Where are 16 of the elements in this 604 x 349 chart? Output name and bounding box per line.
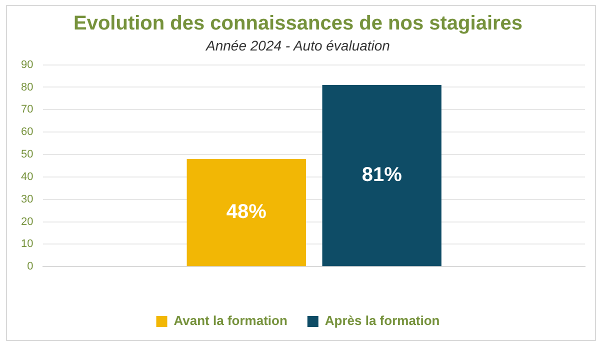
legend-label: Après la formation xyxy=(324,313,440,328)
chart-subtitle: Année 2024 - Auto évaluation xyxy=(205,37,390,54)
y-tick-label: 0 xyxy=(27,260,34,273)
y-tick-label: 10 xyxy=(20,238,34,250)
y-tick-label: 80 xyxy=(20,81,34,94)
y-tick-label: 30 xyxy=(20,193,34,206)
y-tick-label: 70 xyxy=(20,104,34,116)
y-tick-label: 20 xyxy=(20,216,34,228)
legend-label: Avant la formation xyxy=(174,313,288,328)
chart-title: Evolution des connaissances de nos stagiaires xyxy=(73,12,523,35)
data-label: 48% xyxy=(226,201,267,224)
data-label: 81% xyxy=(362,164,402,186)
y-tick-label: 60 xyxy=(20,126,34,138)
y-tick-label: 90 xyxy=(20,58,34,71)
y-tick-label: 50 xyxy=(20,148,34,161)
y-tick-label: 40 xyxy=(20,170,34,183)
